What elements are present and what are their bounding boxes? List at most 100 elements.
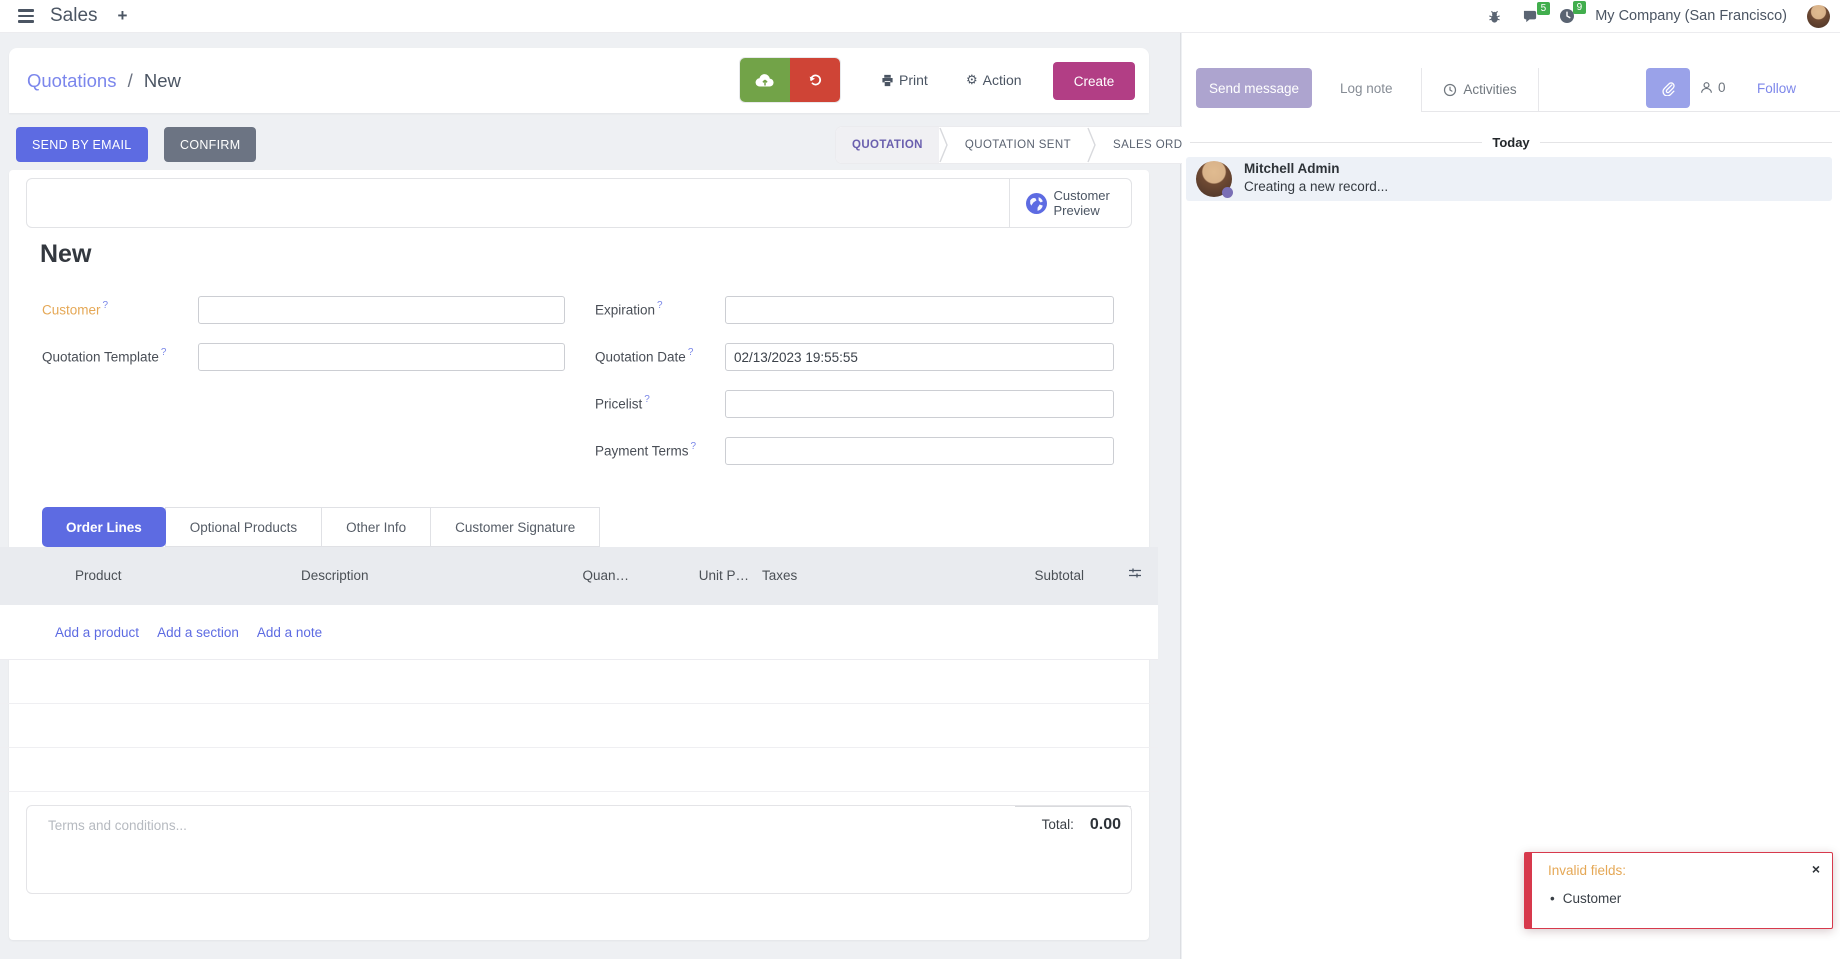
gear-icon: ⚙: [966, 72, 978, 87]
cloud-upload-icon: [755, 73, 775, 88]
message-body: Creating a new record...: [1244, 179, 1389, 194]
breadcrumb: Quotations / New: [27, 70, 181, 92]
create-button[interactable]: Create: [1053, 62, 1135, 100]
payment-terms-field[interactable]: [725, 437, 1114, 465]
confirm-button[interactable]: CONFIRM: [164, 127, 257, 162]
help-icon[interactable]: ?: [160, 347, 167, 359]
statusbar-step-quotation[interactable]: QUOTATION: [836, 127, 939, 163]
plus-icon[interactable]: +: [117, 6, 128, 25]
column-quantity[interactable]: Quan…: [582, 568, 629, 583]
user-avatar[interactable]: [1807, 4, 1830, 28]
statusbar-step-sales-order[interactable]: SALES ORDER: [1113, 139, 1200, 151]
add-a-note-link[interactable]: Add a note: [256, 624, 323, 640]
messages-badge: 5: [1536, 1, 1551, 15]
company-menu[interactable]: My Company (San Francisco): [1595, 8, 1787, 24]
header-banner: Customer Preview: [26, 178, 1132, 228]
help-icon[interactable]: ?: [644, 394, 650, 406]
tab-optional-products[interactable]: Optional Products: [164, 507, 323, 547]
save-discard-group: [740, 58, 840, 102]
quotation-template-field[interactable]: [198, 343, 565, 371]
print-button[interactable]: Print: [881, 72, 928, 88]
action-button[interactable]: ⚙ Action: [966, 72, 1022, 88]
form-sheet: Customer Preview New Customer? Quotation…: [0, 170, 1158, 940]
column-subtotal[interactable]: Subtotal: [1034, 568, 1084, 583]
total-row: Total: 0.00: [1015, 806, 1131, 834]
column-taxes[interactable]: Taxes: [762, 568, 798, 583]
messages-icon[interactable]: 5: [1522, 1, 1551, 24]
terms-total-section: Terms and conditions... Total: 0.00: [26, 805, 1132, 894]
record-title: New: [40, 240, 92, 268]
customer-field[interactable]: [198, 296, 565, 324]
print-label: Print: [899, 72, 928, 88]
column-description[interactable]: Description: [301, 568, 369, 583]
pricelist-label: Pricelist: [595, 396, 643, 412]
followers-button[interactable]: 0: [1700, 80, 1726, 95]
field-expiration: Expiration?: [595, 296, 1114, 324]
quotation-date-label: Quotation Date: [595, 349, 686, 365]
statusbar-step-quotation-sent[interactable]: QUOTATION SENT: [964, 139, 1072, 151]
invalid-fields-toast: Invalid fields: × • Customer: [1524, 852, 1833, 929]
send-by-email-button[interactable]: SEND BY EMAIL: [16, 127, 148, 162]
pricelist-field[interactable]: [725, 390, 1114, 418]
navbar-left: Sales +: [0, 5, 127, 27]
printer-icon: [881, 74, 894, 87]
customer-preview-button[interactable]: Customer Preview: [1009, 179, 1131, 227]
main-panel: Quotations / New: [0, 33, 1216, 959]
help-icon[interactable]: ?: [690, 441, 697, 453]
attach-files-button[interactable]: [1646, 68, 1690, 108]
date-separator-label: Today: [1492, 135, 1530, 150]
expiration-field[interactable]: [725, 296, 1114, 324]
paperclip-icon: [1661, 81, 1676, 96]
followers-icon: [1700, 81, 1713, 94]
message-author: Mitchell Admin: [1244, 161, 1340, 176]
help-icon[interactable]: ?: [102, 300, 109, 312]
total-label: Total:: [1041, 817, 1074, 832]
log-note-button[interactable]: Log note: [1340, 81, 1393, 96]
fields-column-left: Customer? Quotation Template?: [42, 296, 565, 390]
navbar-right: 5 9 My Company (San Francisco): [1487, 1, 1840, 28]
notebook-tabs: Order Lines Optional Products Other Info…: [42, 507, 601, 547]
send-message-button[interactable]: Send message: [1196, 68, 1312, 108]
add-a-product-link[interactable]: Add a product: [55, 624, 140, 640]
undo-icon: [807, 72, 823, 88]
activities-label: Activities: [1463, 82, 1517, 97]
followers-count: 0: [1718, 80, 1726, 95]
terms-and-conditions-field[interactable]: Terms and conditions...: [48, 818, 187, 833]
add-a-section-link[interactable]: Add a section: [157, 624, 239, 640]
breadcrumb-separator: /: [127, 70, 133, 91]
globe-icon: [1025, 192, 1047, 214]
close-icon[interactable]: ×: [1811, 861, 1820, 877]
toast-title: Invalid fields:: [1548, 863, 1627, 878]
chatter-message: Mitchell Admin Creating a new record...: [1186, 157, 1832, 201]
chevron-right-icon: [1087, 127, 1097, 163]
columns-settings-icon[interactable]: [1128, 566, 1142, 580]
activities-clock-icon[interactable]: 9: [1559, 1, 1587, 24]
column-product[interactable]: Product: [75, 568, 122, 583]
discard-button[interactable]: [790, 58, 840, 102]
app-menu-sales[interactable]: Sales: [50, 5, 98, 26]
save-button[interactable]: [740, 58, 790, 102]
chatter-topbar: Activities: [1421, 68, 1840, 112]
breadcrumb-quotations[interactable]: Quotations: [27, 70, 117, 91]
chatter-panel: Send message Log note Activities 0 Follo…: [1182, 33, 1840, 959]
statusbar: QUOTATION QUOTATION SENT SALES ORDER: [836, 127, 1216, 163]
status-dot: [1222, 187, 1233, 198]
help-icon[interactable]: ?: [687, 347, 694, 359]
tab-order-lines[interactable]: Order Lines: [42, 507, 166, 547]
field-pricelist: Pricelist?: [595, 390, 1114, 418]
order-lines-header: Product Description Quan… Unit P… Taxes …: [0, 547, 1158, 605]
payment-terms-label: Payment Terms: [595, 443, 689, 459]
help-icon[interactable]: ?: [657, 300, 663, 312]
order-lines-add-row: Add a product Add a section Add a note: [0, 605, 1158, 660]
activities-button[interactable]: Activities: [1422, 68, 1539, 111]
column-unit-price[interactable]: Unit P…: [698, 568, 749, 583]
control-panel: Quotations / New: [9, 48, 1149, 113]
hamburger-icon[interactable]: [12, 5, 40, 26]
quotation-date-field[interactable]: [725, 343, 1114, 371]
tab-other-info[interactable]: Other Info: [321, 507, 432, 547]
bug-icon[interactable]: [1487, 9, 1502, 24]
action-label: Action: [982, 72, 1022, 88]
field-quotation-date: Quotation Date?: [595, 343, 1114, 371]
follow-button[interactable]: Follow: [1757, 81, 1797, 96]
tab-customer-signature[interactable]: Customer Signature: [430, 507, 601, 547]
